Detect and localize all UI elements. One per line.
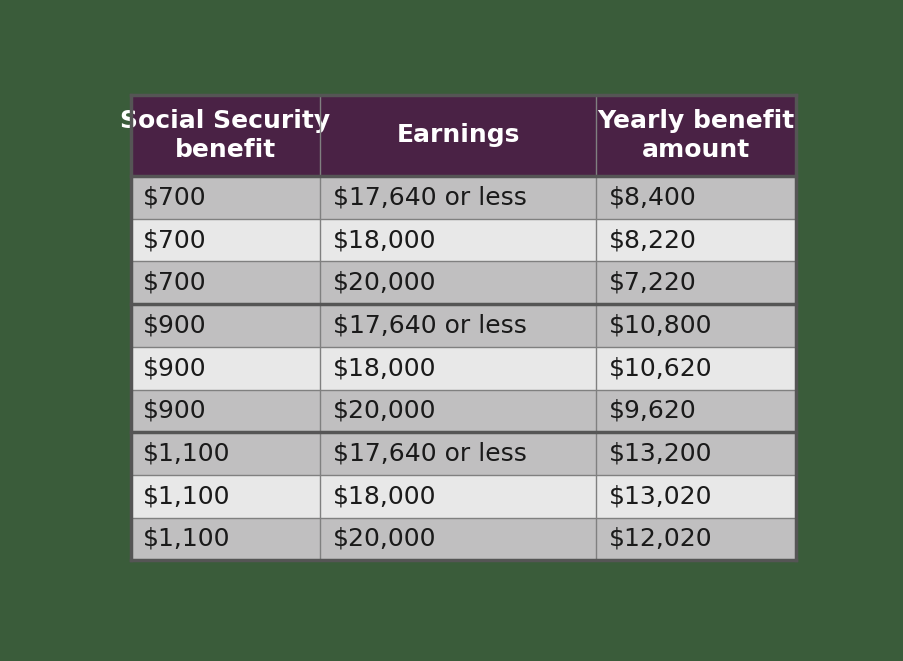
Text: $8,220: $8,220 (609, 228, 696, 252)
Text: $13,020: $13,020 (609, 485, 712, 508)
Bar (130, 389, 320, 432)
Bar (320, 304, 596, 347)
Text: $17,640 or less: $17,640 or less (332, 442, 526, 465)
Bar (320, 518, 596, 561)
Bar (130, 262, 320, 304)
Bar (130, 219, 320, 262)
Bar (320, 389, 596, 432)
Bar (596, 432, 796, 475)
Text: $10,800: $10,800 (609, 313, 712, 338)
Bar (130, 95, 320, 176)
Text: $1,100: $1,100 (143, 442, 230, 465)
Text: $18,000: $18,000 (332, 356, 436, 380)
Text: $8,400: $8,400 (609, 186, 696, 210)
Bar (320, 219, 596, 262)
Bar (130, 347, 320, 389)
Bar (596, 176, 796, 219)
Bar (320, 176, 596, 219)
Text: $18,000: $18,000 (332, 485, 436, 508)
Bar (596, 219, 796, 262)
Bar (130, 304, 320, 347)
Bar (130, 176, 320, 219)
Text: $9,620: $9,620 (609, 399, 696, 423)
Bar (596, 95, 796, 176)
Bar (596, 262, 796, 304)
Text: $700: $700 (143, 186, 207, 210)
Text: $20,000: $20,000 (332, 399, 436, 423)
Bar (320, 95, 596, 176)
Text: $900: $900 (143, 313, 207, 338)
Bar (596, 389, 796, 432)
Text: $17,640 or less: $17,640 or less (332, 313, 526, 338)
Text: Earnings: Earnings (396, 124, 519, 147)
Bar (596, 475, 796, 518)
Text: $1,100: $1,100 (143, 527, 230, 551)
Bar (596, 347, 796, 389)
Text: Social Security
benefit: Social Security benefit (120, 109, 330, 162)
Text: $700: $700 (143, 271, 207, 295)
Text: $700: $700 (143, 228, 207, 252)
Text: $10,620: $10,620 (609, 356, 712, 380)
Bar (130, 432, 320, 475)
Text: $13,200: $13,200 (609, 442, 712, 465)
Bar (320, 347, 596, 389)
Bar (130, 518, 320, 561)
Text: $20,000: $20,000 (332, 271, 436, 295)
Text: $1,100: $1,100 (143, 485, 230, 508)
Bar (596, 304, 796, 347)
Bar (320, 432, 596, 475)
Text: $7,220: $7,220 (609, 271, 696, 295)
Bar (320, 262, 596, 304)
Text: $20,000: $20,000 (332, 527, 436, 551)
Bar (596, 518, 796, 561)
Text: $18,000: $18,000 (332, 228, 436, 252)
Text: $900: $900 (143, 356, 207, 380)
Bar (320, 475, 596, 518)
Text: Yearly benefit
amount: Yearly benefit amount (597, 109, 794, 162)
Text: $12,020: $12,020 (609, 527, 712, 551)
Text: $900: $900 (143, 399, 207, 423)
Text: $17,640 or less: $17,640 or less (332, 186, 526, 210)
Bar (130, 475, 320, 518)
